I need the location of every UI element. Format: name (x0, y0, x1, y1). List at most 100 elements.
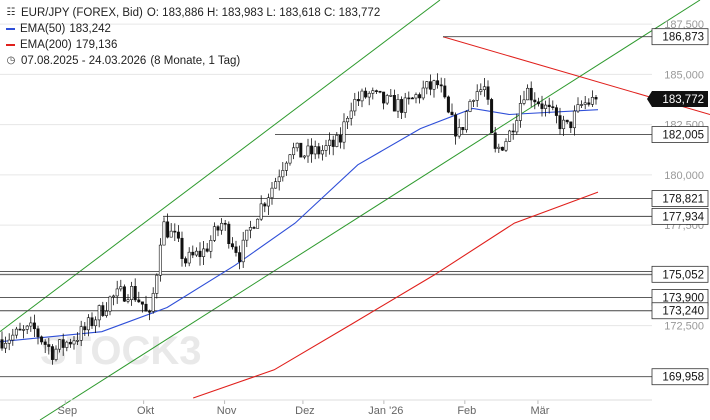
legend-ema200-row: EMA(200) 179,136 (6, 37, 380, 53)
candle-body (396, 99, 400, 112)
y-axis: 172,500175,000177,500180,000182,500185,0… (664, 19, 704, 333)
candle (94, 316, 98, 333)
candle-body (205, 248, 209, 252)
candle (371, 87, 375, 100)
candle (176, 225, 180, 243)
candle-body (288, 154, 292, 164)
current-price-text: 183,772 (662, 94, 704, 106)
candle (356, 91, 360, 106)
candle (32, 314, 36, 338)
candle-body (86, 317, 90, 331)
candle (346, 116, 350, 130)
candle (551, 100, 555, 111)
candle-body (220, 222, 224, 231)
level-badge-text: 173,900 (662, 292, 704, 304)
candle-body (230, 243, 234, 248)
ema50-value: 183,242 (69, 23, 111, 35)
candle (277, 169, 281, 191)
candle (148, 309, 152, 321)
candle (414, 92, 418, 104)
candle (389, 89, 393, 98)
candle-body (137, 299, 141, 303)
candle-body (504, 141, 508, 151)
candle-body (187, 251, 191, 264)
x-tick-label: Nov (217, 405, 237, 417)
candle-body (76, 340, 80, 342)
candle-body (148, 310, 152, 313)
candle-body (590, 97, 594, 105)
candle-body (414, 94, 418, 99)
candle (353, 92, 357, 116)
y-tick-label: 185,000 (664, 69, 704, 81)
candle (565, 119, 569, 124)
candle (72, 336, 76, 350)
level-badge (651, 265, 709, 283)
candle-body (162, 221, 166, 246)
candle (324, 139, 328, 157)
candle-body (436, 80, 440, 86)
candle-body (25, 325, 29, 330)
candle (220, 218, 224, 235)
candle-body (130, 286, 134, 300)
candle (180, 231, 184, 267)
candle (248, 220, 252, 239)
candle (482, 78, 486, 97)
candle (65, 340, 69, 352)
candle (436, 73, 440, 89)
candle (576, 97, 580, 113)
candle (292, 142, 296, 160)
candle-body (180, 237, 184, 259)
candle (68, 338, 72, 348)
candle (446, 95, 450, 114)
candle-body (29, 322, 33, 327)
candle (558, 107, 562, 135)
candle-body (400, 99, 404, 113)
candle (252, 226, 256, 230)
candle (238, 245, 242, 270)
candle (382, 91, 386, 110)
candle (274, 177, 278, 189)
candle (526, 84, 530, 101)
channel-upper-line (0, 0, 441, 333)
grid-lines (0, 23, 652, 327)
candle (320, 145, 324, 161)
candle (212, 222, 216, 243)
candle (40, 335, 44, 345)
candle (256, 218, 260, 229)
candle-body (371, 90, 375, 94)
x-tick-label: Sep (57, 405, 77, 417)
candle-body (533, 99, 537, 103)
candle-body (227, 223, 231, 244)
candle-body (302, 155, 306, 158)
candle-body (40, 336, 44, 343)
candle-body (547, 104, 551, 107)
candle (209, 235, 213, 259)
ema50-label: EMA(50) (20, 23, 66, 35)
candle-body (511, 130, 515, 133)
candle (86, 314, 90, 337)
candle-body (313, 146, 317, 155)
candle-body (353, 99, 357, 112)
candle (140, 301, 144, 313)
candle (428, 74, 432, 96)
candle-body (320, 149, 324, 155)
candle-body (508, 130, 512, 142)
candle-body (310, 145, 314, 155)
candle (594, 95, 598, 105)
candle-body (464, 111, 468, 131)
level-badge-text: 177,934 (662, 211, 704, 223)
candle-body (292, 147, 296, 156)
level-badge-text: 175,052 (662, 269, 704, 281)
candle (119, 279, 123, 292)
level-badge-text: 178,821 (662, 194, 704, 206)
candle (284, 161, 288, 176)
candle-body (263, 203, 267, 207)
candle (572, 105, 576, 136)
candle-body (176, 231, 180, 239)
y-tick-label: 187,500 (664, 19, 704, 31)
candle (518, 95, 522, 128)
candle-body (252, 227, 256, 229)
candle-body (551, 106, 555, 108)
candle (392, 89, 396, 112)
candle-body (259, 203, 263, 220)
